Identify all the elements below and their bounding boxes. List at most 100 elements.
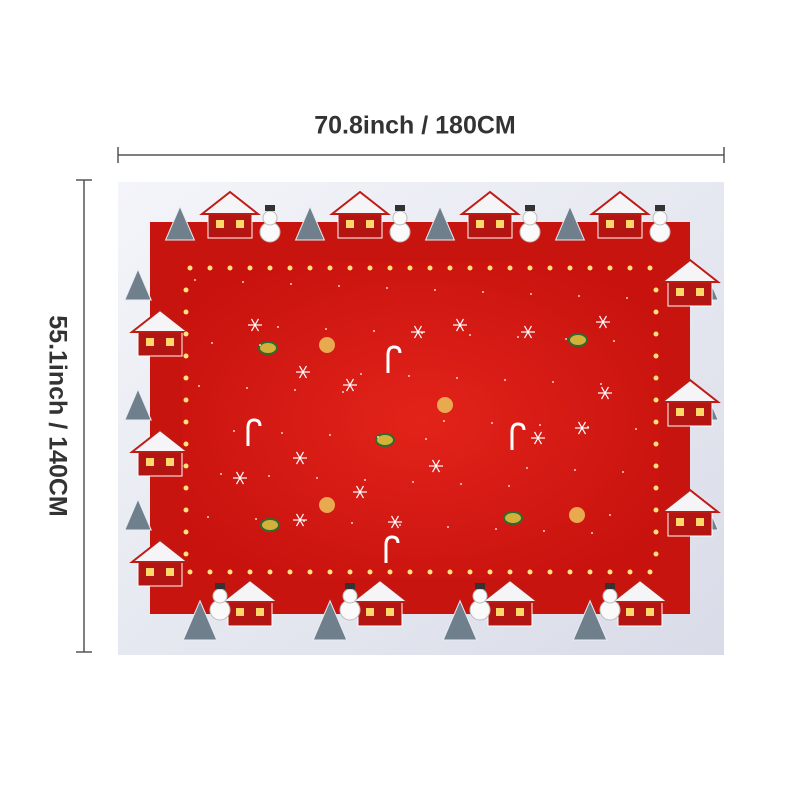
candy-cane <box>246 418 262 446</box>
house-roof <box>219 578 281 603</box>
light <box>607 569 613 575</box>
light <box>653 551 659 557</box>
house <box>337 211 383 239</box>
snow-dot <box>482 291 484 293</box>
snowflake <box>295 451 305 465</box>
house-window <box>496 608 504 616</box>
width-arrow <box>117 147 725 163</box>
house <box>467 211 513 239</box>
light <box>447 265 453 271</box>
snow-dot <box>421 332 423 334</box>
tablecloth <box>118 182 724 655</box>
house <box>357 599 403 627</box>
light <box>367 569 373 575</box>
light <box>653 419 659 425</box>
light <box>467 569 473 575</box>
width-label: 70.8inch / 180CM <box>314 112 515 140</box>
light <box>653 529 659 535</box>
snow-dot <box>277 326 279 328</box>
snowflake <box>598 315 608 329</box>
house-window <box>626 220 634 228</box>
snow-dot <box>626 297 628 299</box>
house-window <box>256 608 264 616</box>
snowflake <box>295 513 305 527</box>
snowman-head <box>262 210 278 226</box>
snow-dot <box>211 342 213 344</box>
snowflake <box>533 431 543 445</box>
tree <box>182 599 218 641</box>
house-roof <box>659 258 721 283</box>
snow-dot <box>504 379 506 381</box>
light <box>207 569 213 575</box>
light <box>183 485 189 491</box>
snowman-hat <box>605 583 615 589</box>
bell-ornament <box>568 333 588 347</box>
candy-cane <box>384 535 400 563</box>
light <box>247 265 253 271</box>
light <box>407 569 413 575</box>
light <box>367 265 373 271</box>
light <box>487 569 493 575</box>
light <box>287 569 293 575</box>
gingerbread <box>437 397 453 413</box>
snow-dot <box>508 485 510 487</box>
light <box>183 507 189 513</box>
snow-dot <box>495 528 497 530</box>
bell-ornament <box>258 341 278 355</box>
snowman-hat <box>395 205 405 211</box>
snow-dot <box>325 328 327 330</box>
light <box>183 375 189 381</box>
house-window <box>216 220 224 228</box>
height-arrow <box>76 179 92 653</box>
house <box>667 509 713 537</box>
snowman-hat <box>265 205 275 211</box>
tree <box>124 387 152 421</box>
house-window <box>606 220 614 228</box>
house-window <box>676 518 684 526</box>
snow-dot <box>373 330 375 332</box>
light <box>183 529 189 535</box>
light <box>183 331 189 337</box>
house <box>137 329 183 357</box>
snowman-head <box>522 210 538 226</box>
light <box>507 265 513 271</box>
snow-dot <box>460 483 462 485</box>
house <box>137 449 183 477</box>
light <box>587 265 593 271</box>
house-window <box>166 338 174 346</box>
light <box>653 287 659 293</box>
house-roof <box>659 488 721 513</box>
light <box>227 569 233 575</box>
snow-dot <box>316 477 318 479</box>
house-roof <box>459 190 521 215</box>
light <box>647 265 653 271</box>
light <box>183 441 189 447</box>
snow-dot <box>377 436 379 438</box>
bell-ornament <box>375 433 395 447</box>
snow-dot <box>360 373 362 375</box>
snow-dot <box>543 530 545 532</box>
house-window <box>166 458 174 466</box>
light <box>653 507 659 513</box>
snowflake <box>413 325 423 339</box>
house-window <box>146 568 154 576</box>
house <box>617 599 663 627</box>
light <box>527 569 533 575</box>
snow-dot <box>386 287 388 289</box>
house-window <box>236 220 244 228</box>
snow-dot <box>609 514 611 516</box>
light <box>327 569 333 575</box>
house-window <box>366 608 374 616</box>
snowman-head <box>472 588 488 604</box>
light <box>547 265 553 271</box>
snowman-head <box>602 588 618 604</box>
snow-dot <box>255 518 257 520</box>
house-window <box>146 458 154 466</box>
light <box>447 569 453 575</box>
snow-dot <box>329 434 331 436</box>
gingerbread <box>319 497 335 513</box>
tree <box>164 205 196 241</box>
house-roof <box>329 190 391 215</box>
house-roof <box>129 428 191 453</box>
